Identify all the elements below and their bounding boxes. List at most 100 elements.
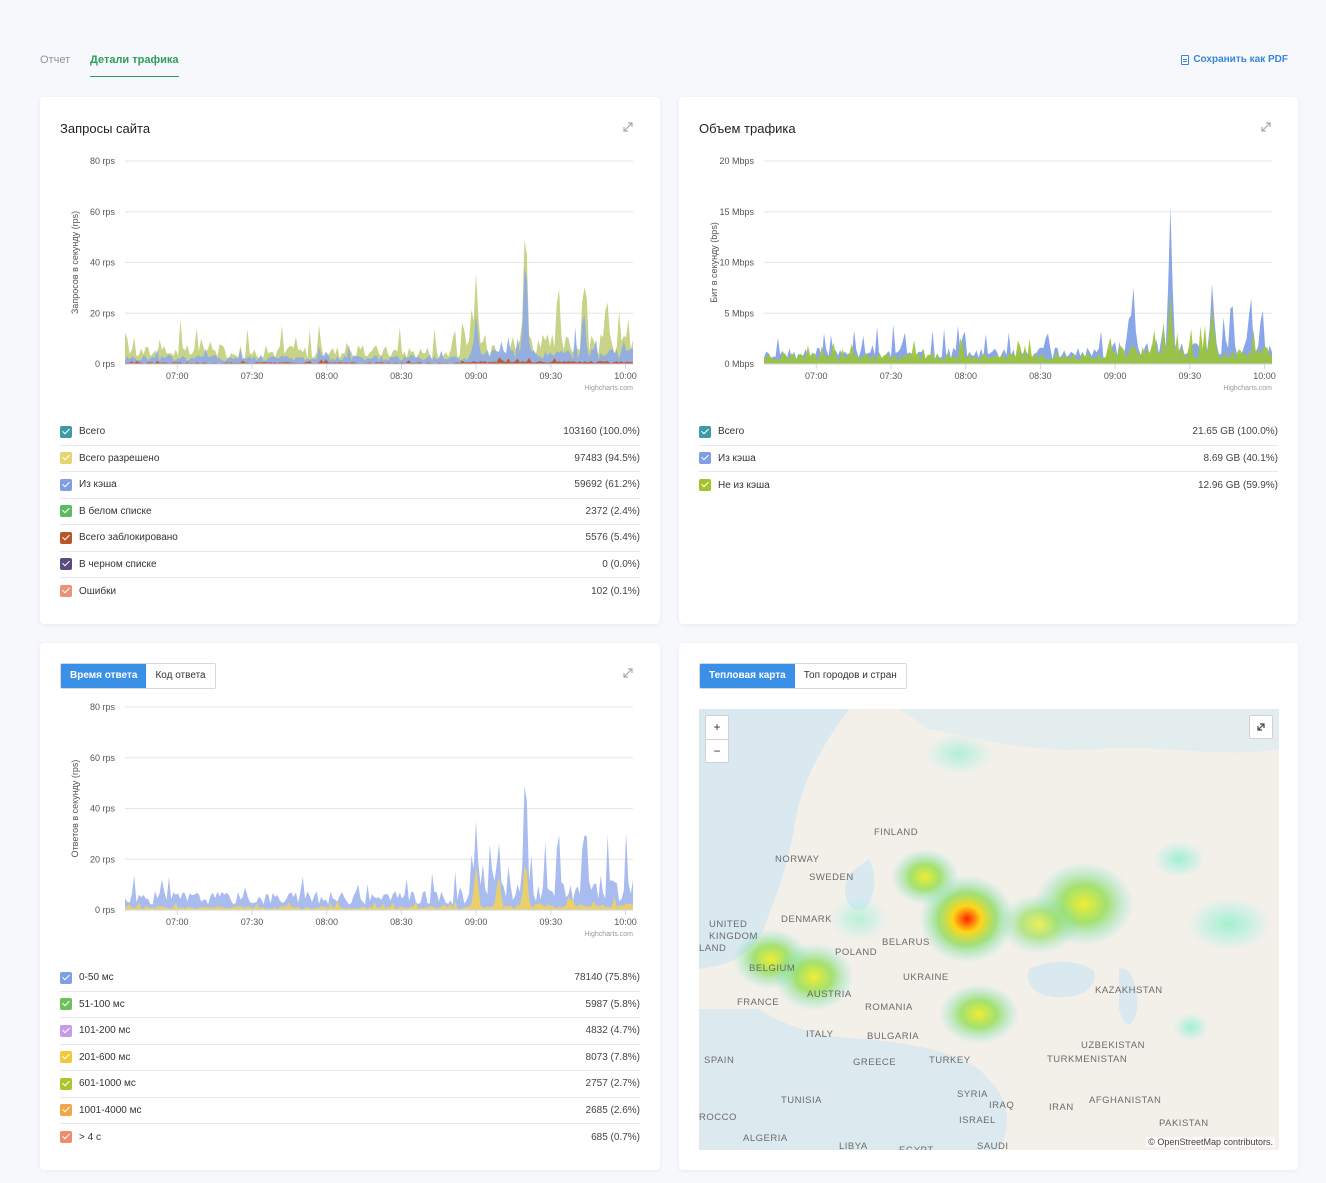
tab-traffic-details[interactable]: Детали трафика — [90, 54, 179, 77]
y-axis-title: Бит в секунду (bps) — [709, 222, 719, 303]
x-tick-label: 09:30 — [540, 371, 563, 381]
expand-icon[interactable] — [622, 121, 634, 133]
x-tick-label: 09:00 — [1104, 371, 1127, 381]
legend-checkbox[interactable] — [60, 558, 72, 571]
legend-row[interactable]: Всего 103160 (100.0%) — [60, 419, 640, 446]
legend-row[interactable]: Всего разрешено 97483 (94.5%) — [60, 446, 640, 472]
requests-chart: 0 rps 20 rps 40 rps 60 rps 80 rps Запросов в … — [70, 156, 637, 392]
country-label: NORWAY — [775, 854, 820, 865]
country-label: TURKMENISTAN — [1047, 1054, 1128, 1065]
legend-label: 601-1000 мс — [79, 1078, 136, 1090]
x-tick-label: 07:30 — [241, 917, 264, 927]
highcharts-credit[interactable]: Highcharts.com — [584, 931, 633, 938]
legend-label: 0-50 мс — [79, 972, 114, 984]
legend-row[interactable]: > 4 с 685 (0.7%) — [60, 1124, 640, 1151]
tab-report[interactable]: Отчет — [40, 54, 71, 66]
legend-row[interactable]: 51-100 мс 5987 (5.8%) — [60, 992, 640, 1018]
sea-shape — [844, 859, 875, 910]
legend-row[interactable]: Из кэша 8.69 GB (40.1%) — [699, 446, 1278, 472]
legend-checkbox[interactable] — [60, 1077, 72, 1090]
legend-checkbox[interactable] — [60, 971, 72, 984]
legend-label: Из кэша — [79, 479, 117, 491]
requests-legend: Всего 103160 (100.0%) Всего разрешено 97483… — [60, 419, 640, 605]
legend-checkbox[interactable] — [60, 998, 72, 1011]
legend-row[interactable]: 0-50 мс 78140 (75.8%) — [60, 965, 640, 992]
legend-row[interactable]: Из кэша 59692 (61.2%) — [60, 472, 640, 499]
legend-row[interactable]: В черном списке 0 (0.0%) — [60, 552, 640, 578]
country-label: KINGDOM — [709, 931, 758, 942]
legend-label: Всего — [718, 426, 745, 438]
legend-value: 0 (0.0%) — [602, 558, 640, 570]
y-tick-label: 0 rps — [95, 359, 116, 369]
legend-label: В черном списке — [79, 558, 157, 570]
segment-top-cities[interactable]: Топ городов и стран — [794, 664, 906, 688]
country-label: BELARUS — [882, 937, 930, 948]
heatmap-map[interactable]: FINLAND NORWAY SWEDEN UNITED KINGDOM LAND DENM… — [699, 709, 1279, 1150]
expand-icon[interactable] — [622, 667, 634, 679]
zoom-out-button[interactable]: − — [713, 744, 721, 758]
legend-checkbox[interactable] — [60, 1131, 72, 1144]
country-label: SWEDEN — [809, 872, 854, 883]
legend-checkbox[interactable] — [699, 452, 711, 465]
zoom-in-button[interactable]: + — [706, 716, 728, 740]
legend-row[interactable]: В белом списке 2372 (2.4%) — [60, 499, 640, 525]
legend-label: Не из кэша — [718, 479, 770, 491]
legend-value: 12.96 GB (59.9%) — [1197, 479, 1278, 491]
card-title: Запросы сайта — [60, 121, 151, 136]
legend-checkbox[interactable] — [60, 1024, 72, 1037]
country-label: AUSTRIA — [807, 989, 852, 1000]
y-tick-label: 0 Mbps — [724, 359, 754, 369]
y-tick-label: 80 rps — [90, 156, 116, 166]
map-attribution[interactable]: © OpenStreetMap contributors. — [1146, 1137, 1275, 1147]
segment-heatmap[interactable]: Тепловая карта — [700, 664, 795, 688]
legend-checkbox[interactable] — [699, 425, 711, 438]
legend-row[interactable]: 201-600 мс 8073 (7.8%) — [60, 1045, 640, 1071]
country-label: DENMARK — [781, 914, 833, 925]
legend-checkbox[interactable] — [699, 479, 711, 492]
map-fullscreen-button[interactable] — [1249, 715, 1273, 739]
legend-checkbox[interactable] — [60, 505, 72, 518]
legend-value: 103160 (100.0%) — [563, 426, 640, 438]
segment-response-time[interactable]: Время ответа — [61, 664, 147, 688]
y-tick-label: 5 Mbps — [724, 308, 754, 318]
x-tick-label: 07:00 — [166, 917, 189, 927]
series-area — [125, 357, 633, 364]
x-tick-label: 07:30 — [880, 371, 903, 381]
legend-checkbox[interactable] — [60, 1051, 72, 1064]
legend-row[interactable]: Не из кэша 12.96 GB (59.9%) — [699, 472, 1278, 499]
y-tick-label: 40 rps — [90, 258, 116, 268]
legend-checkbox[interactable] — [60, 425, 72, 438]
legend-value: 78140 (75.8%) — [574, 972, 640, 984]
y-tick-label: 20 rps — [90, 308, 116, 318]
legend-value: 5576 (5.4%) — [585, 532, 640, 544]
sea-shape — [1027, 961, 1095, 998]
legend-label: В белом списке — [79, 505, 152, 517]
legend-value: 685 (0.7%) — [591, 1131, 640, 1143]
legend-value: 102 (0.1%) — [591, 585, 640, 597]
card-site-requests: Запросы сайта 0 rps 20 rps 40 rps 60 rps 80 … — [40, 97, 660, 624]
legend-row[interactable]: Ошибки 102 (0.1%) — [60, 578, 640, 605]
legend-checkbox[interactable] — [60, 585, 72, 598]
highcharts-credit[interactable]: Highcharts.com — [1223, 385, 1272, 392]
legend-label: Всего разрешено — [79, 452, 160, 464]
highcharts-credit[interactable]: Highcharts.com — [584, 385, 633, 392]
y-tick-label: 40 rps — [90, 804, 116, 814]
legend-checkbox[interactable] — [60, 478, 72, 491]
save-pdf-label: Сохранить как PDF — [1193, 54, 1288, 65]
legend-row[interactable]: 1001-4000 мс 2685 (2.6%) — [60, 1098, 640, 1124]
legend-value: 2685 (2.6%) — [585, 1104, 640, 1116]
legend-value: 2372 (2.4%) — [585, 505, 640, 517]
legend-label: 51-100 мс — [79, 998, 125, 1010]
legend-row[interactable]: 601-1000 мс 2757 (2.7%) — [60, 1071, 640, 1098]
x-tick-label: 08:30 — [1029, 371, 1052, 381]
legend-checkbox[interactable] — [60, 531, 72, 544]
expand-icon[interactable] — [1260, 121, 1272, 133]
legend-checkbox[interactable] — [60, 452, 72, 465]
segment-response-code[interactable]: Код ответа — [146, 664, 215, 688]
legend-row[interactable]: Всего заблокировано 5576 (5.4%) — [60, 525, 640, 552]
legend-row[interactable]: Всего 21.65 GB (100.0%) — [699, 419, 1278, 446]
legend-checkbox[interactable] — [60, 1104, 72, 1117]
legend-value: 2757 (2.7%) — [585, 1078, 640, 1090]
save-pdf-button[interactable]: Сохранить как PDF — [1181, 54, 1288, 65]
legend-row[interactable]: 101-200 мс 4832 (4.7%) — [60, 1018, 640, 1045]
